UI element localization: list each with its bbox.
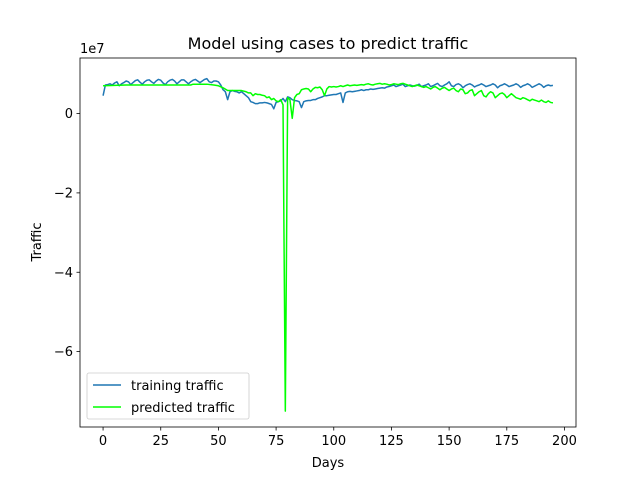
y-offset-text: 1e7: [80, 42, 105, 57]
y-axis: 0 −2 −4 −6: [54, 107, 80, 360]
y-tick-label: −2: [54, 186, 73, 201]
chart-title: Model using cases to predict traffic: [188, 34, 469, 53]
x-tick-label: 100: [321, 434, 346, 449]
legend: training traffic predicted traffic: [86, 372, 250, 420]
axes-frame: [79, 57, 577, 428]
y-tick-label: −6: [54, 345, 73, 360]
legend-label-predicted: predicted traffic: [131, 401, 235, 416]
x-tick-label: 125: [379, 434, 404, 449]
x-tick-label: 75: [268, 434, 285, 449]
x-tick-label: 175: [494, 434, 519, 449]
y-tick-label: −4: [54, 266, 73, 281]
x-axis-label: Days: [312, 456, 345, 471]
legend-label-training: training traffic: [131, 379, 224, 394]
x-tick-label: 200: [552, 434, 577, 449]
x-tick-label: 150: [437, 434, 462, 449]
series-line-0: [102, 77, 554, 110]
x-axis: 0 25 50 75 100 125 150 175 200: [99, 427, 577, 449]
series-line-1: [103, 82, 554, 412]
plot-area: [102, 77, 554, 412]
x-tick-label: 50: [210, 434, 227, 449]
legend-box: [86, 372, 250, 420]
y-axis-label: Traffic: [30, 222, 45, 262]
x-tick-label: 0: [99, 434, 107, 449]
y-tick-label: 0: [65, 107, 73, 122]
x-tick-label: 25: [152, 434, 169, 449]
